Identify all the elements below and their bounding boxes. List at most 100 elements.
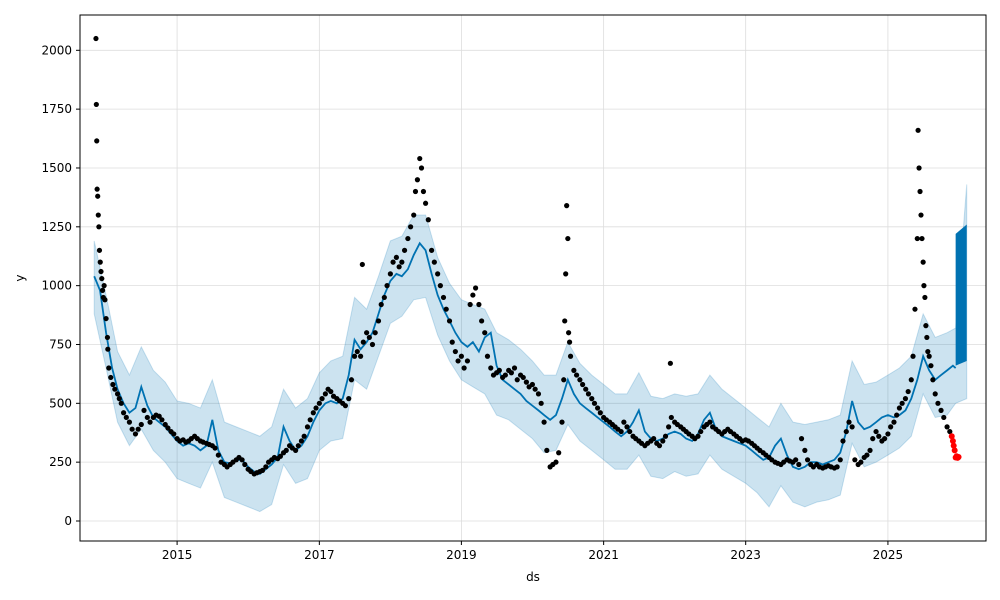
observed-point — [843, 428, 849, 435]
observed-point — [932, 391, 938, 397]
observed-point — [116, 396, 122, 402]
observed-point — [162, 421, 168, 428]
uncertainty-band-area — [93, 184, 968, 513]
highlight-point — [950, 442, 957, 449]
x-tick-label: 2019 — [446, 548, 477, 562]
highlight-points — [948, 433, 962, 461]
y-axis-ticks: 0 250 500 750 1000 1250 1500 1750 2000 — [41, 43, 80, 528]
observed-point — [387, 271, 393, 277]
observed-point — [535, 391, 542, 397]
observed-point — [627, 428, 633, 435]
observed-point — [920, 259, 926, 265]
observed-point — [425, 217, 431, 223]
observed-point — [259, 467, 266, 473]
observed-point — [378, 301, 384, 308]
observed-point — [621, 419, 627, 425]
observed-point — [94, 186, 100, 192]
observed-point — [156, 413, 162, 419]
observed-point — [916, 165, 922, 171]
observed-point — [849, 424, 855, 430]
observed-point — [411, 212, 417, 218]
x-axis-ticks: 2015 2017 2019 2021 2023 2025 — [162, 541, 903, 562]
observed-point — [437, 283, 443, 289]
observed-point — [496, 367, 502, 373]
observed-point — [171, 431, 177, 437]
observed-point — [917, 188, 923, 195]
observed-point — [104, 334, 111, 341]
observed-point — [882, 436, 888, 442]
observed-point — [660, 438, 666, 444]
x-tick-label: 2025 — [873, 548, 904, 562]
observed-point — [923, 323, 929, 329]
observed-point — [103, 315, 109, 322]
observed-point — [319, 396, 325, 402]
observed-point — [283, 447, 289, 453]
observed-point — [135, 426, 141, 432]
observed-point — [695, 433, 701, 439]
observed-point — [834, 464, 840, 470]
observed-point — [94, 138, 100, 144]
x-tick-label: 2021 — [588, 548, 619, 562]
observed-point — [544, 447, 550, 453]
observed-point — [118, 400, 124, 406]
observed-point — [864, 452, 870, 458]
y-axis-label: y — [13, 274, 27, 281]
observed-point — [559, 419, 565, 425]
observed-point — [412, 188, 419, 195]
observed-point — [408, 224, 414, 230]
observed-point — [381, 294, 387, 301]
y-tick-label: 0 — [64, 514, 72, 528]
observed-point — [804, 457, 811, 463]
observed-point — [369, 341, 376, 348]
observed-point — [651, 436, 657, 442]
observed-point — [110, 381, 116, 388]
observed-point — [366, 334, 372, 341]
observed-point — [97, 259, 103, 265]
observed-point — [372, 330, 378, 336]
observed-point — [239, 457, 245, 463]
observed-point — [446, 318, 453, 324]
gridlines — [80, 15, 986, 541]
observed-point — [667, 360, 673, 366]
observed-point — [935, 400, 941, 406]
observed-point — [563, 271, 569, 277]
plot-frame — [79, 14, 987, 542]
observed-point — [553, 459, 559, 465]
observed-point — [840, 438, 846, 444]
observed-point — [921, 283, 927, 289]
observed-point — [591, 400, 598, 406]
observed-point — [132, 431, 139, 437]
observed-point — [867, 447, 873, 453]
observed-point — [846, 419, 852, 425]
observed-point — [316, 400, 322, 406]
observed-point — [405, 235, 411, 242]
observed-point — [666, 424, 672, 430]
observed-point — [364, 330, 370, 336]
observed-point — [390, 259, 396, 265]
observed-point — [401, 247, 408, 253]
observed-point — [508, 370, 515, 376]
observed-point — [567, 353, 574, 359]
observed-point — [707, 419, 713, 425]
observed-point — [375, 318, 382, 324]
observed-point — [322, 391, 328, 397]
observed-point — [123, 414, 129, 421]
observed-point — [212, 445, 218, 451]
forecast-future-fill — [955, 224, 967, 366]
observed-point — [484, 353, 491, 359]
highlight-point — [948, 433, 955, 440]
observed-point — [464, 358, 471, 364]
observed-point — [242, 461, 248, 468]
observed-point — [520, 374, 526, 381]
observed-point — [399, 259, 405, 265]
observed-point — [114, 391, 121, 397]
observed-point — [597, 410, 603, 416]
y-tick-label: 500 — [49, 396, 72, 410]
observed-point — [298, 438, 305, 444]
observed-point — [165, 425, 171, 431]
observed-point — [396, 264, 402, 270]
observed-point — [418, 165, 425, 171]
observed-point — [912, 306, 918, 312]
observed-point — [479, 318, 485, 324]
